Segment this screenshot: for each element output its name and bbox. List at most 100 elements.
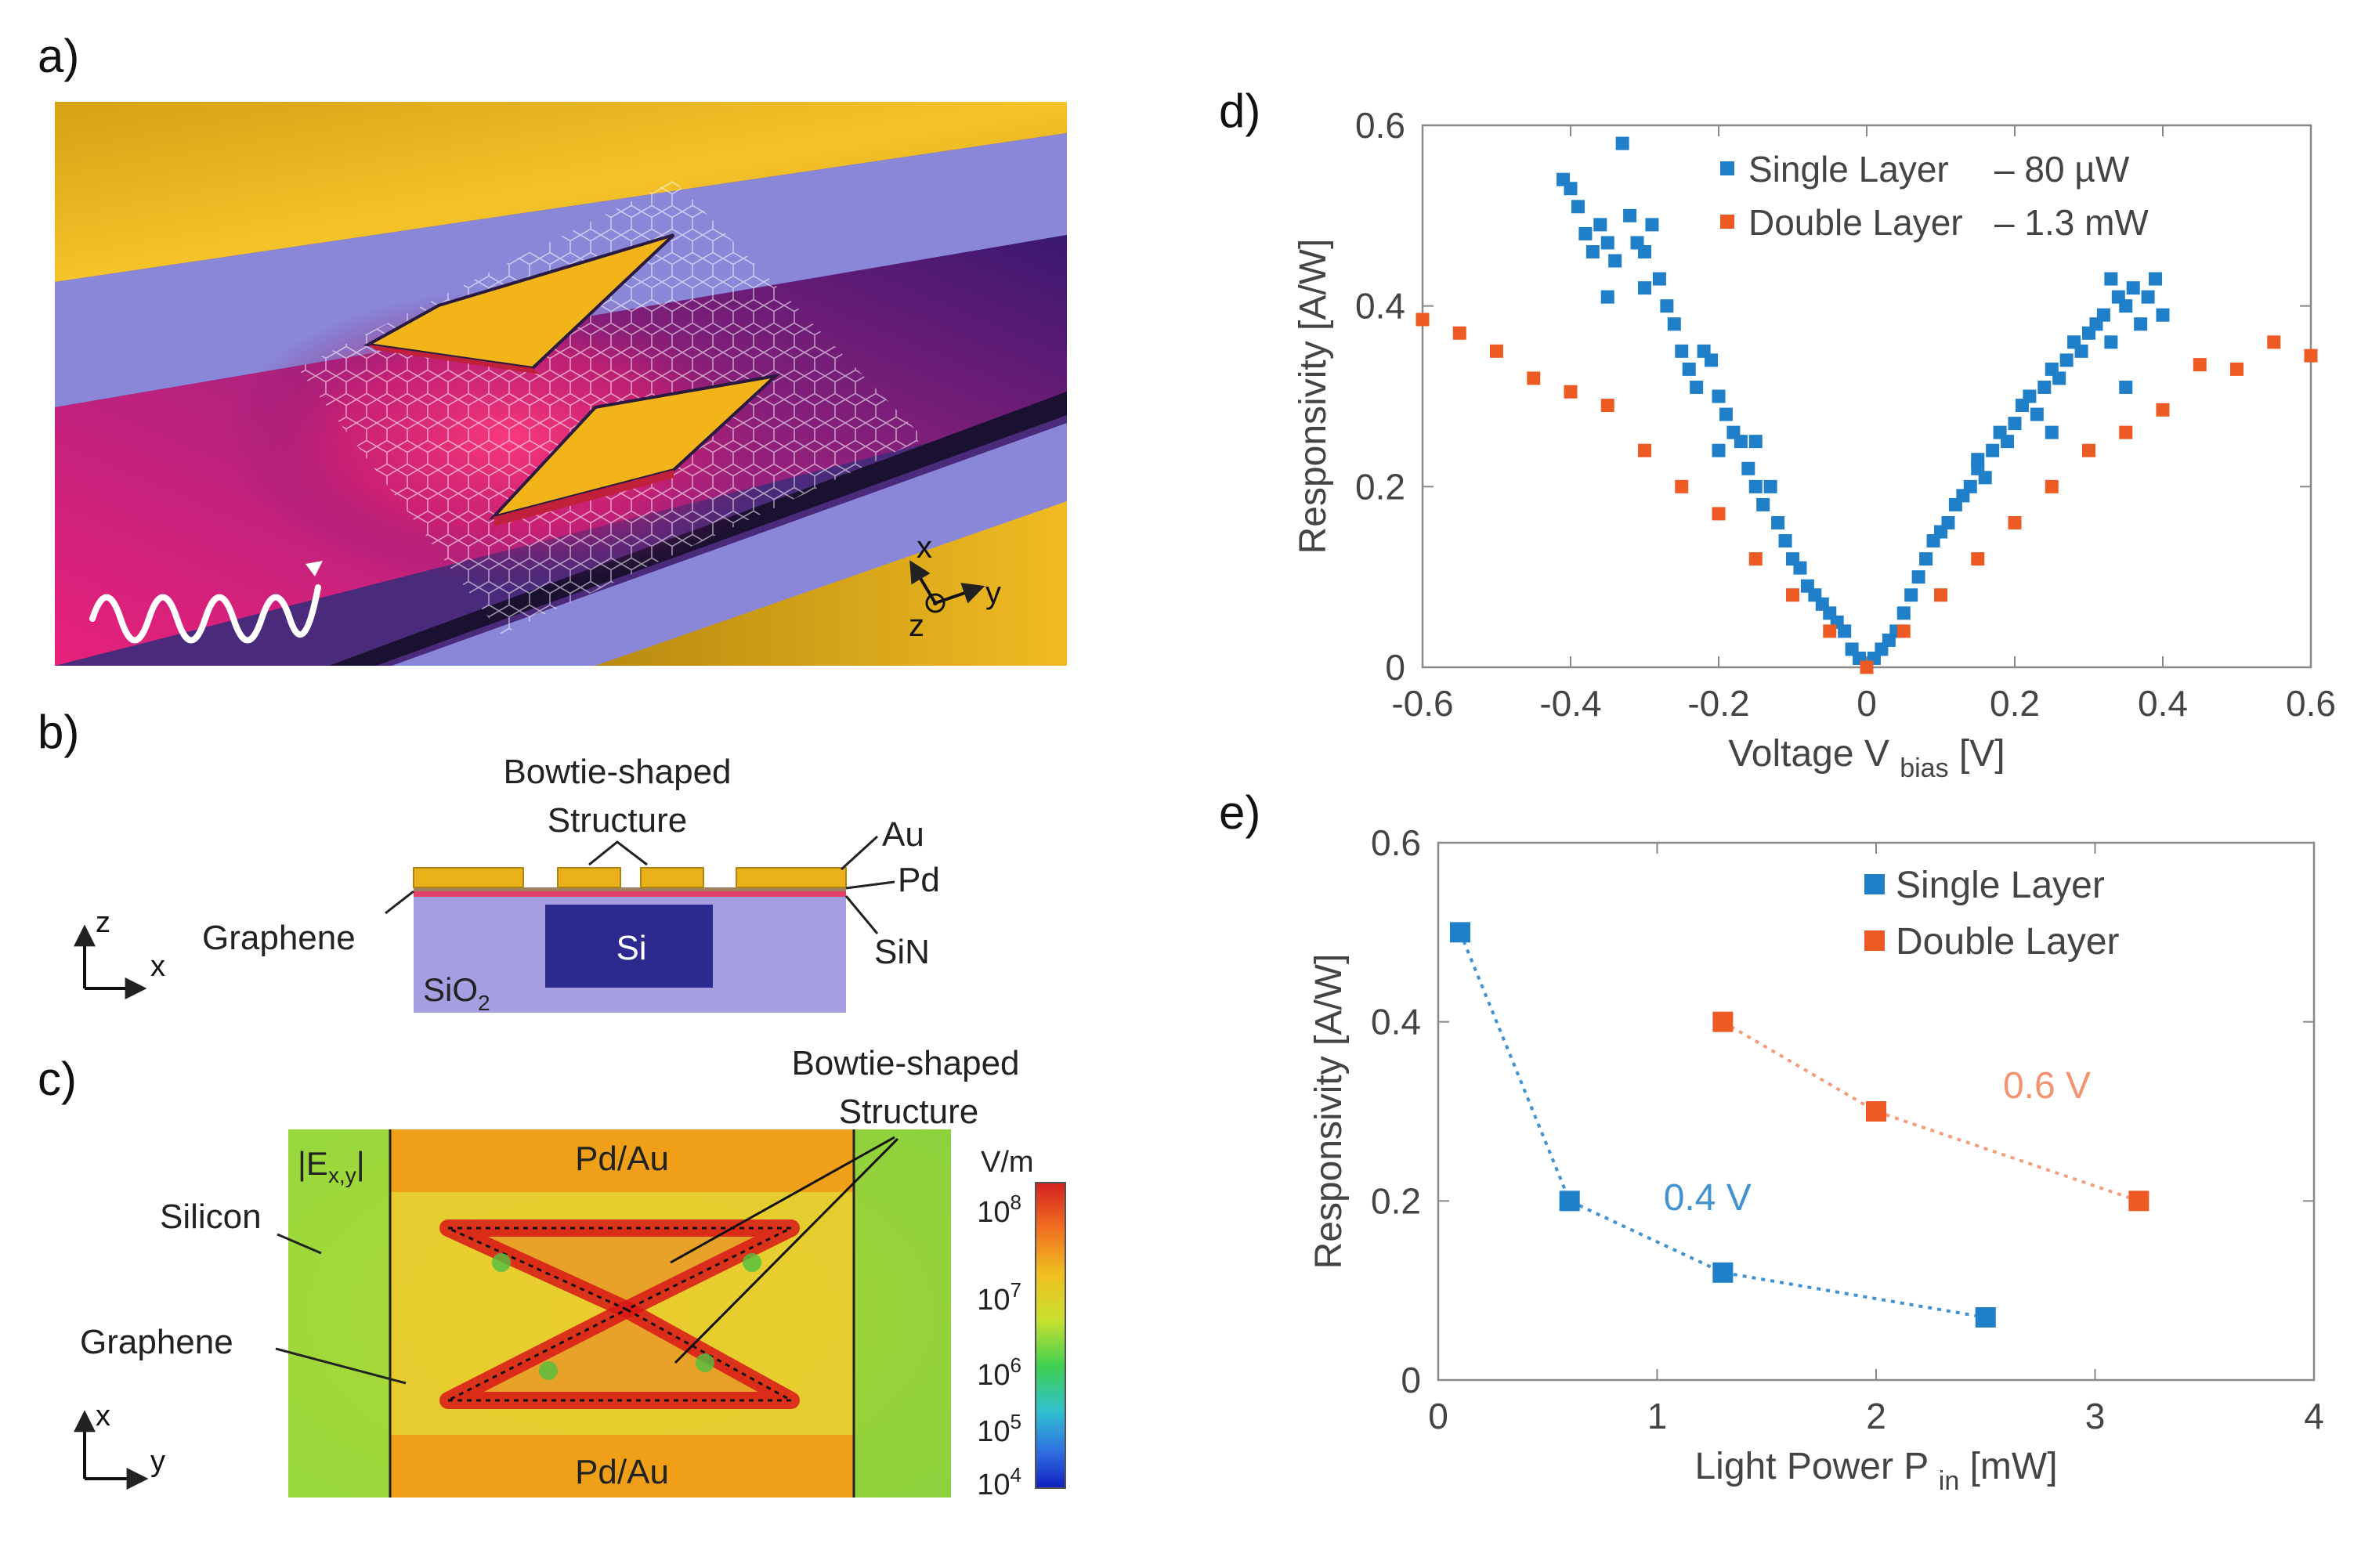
panel-e-label: e) xyxy=(1219,786,1260,839)
double-layer-line xyxy=(1722,1020,2140,1203)
single-layer-point xyxy=(1911,570,1925,584)
axes-indicator-a: x y z xyxy=(909,530,1001,643)
double-layer-point xyxy=(1748,552,1763,566)
single-layer-point xyxy=(1559,1190,1580,1212)
single-layer-point xyxy=(1986,443,2000,457)
single-layer-point xyxy=(1971,453,1985,467)
double-layer-point xyxy=(2267,335,2281,349)
panel-c: c) |Ex,y| Pd/Au Pd/Au Silicon Graphene xyxy=(38,1044,1066,1501)
pd-au-bottom-label: Pd/Au xyxy=(575,1453,669,1491)
x-tick-label: -0.6 xyxy=(1391,683,1453,724)
double-layer-point xyxy=(1896,624,1911,638)
x-axis-label: Light Power P in [mW] xyxy=(1694,1446,2057,1496)
y-tick-label: 0 xyxy=(1385,647,1405,688)
single-layer-point xyxy=(1564,182,1578,196)
chart-e: 0 1 2 3 4 0 0.2 0.4 0.6 Light Power P in [mW] Resp… xyxy=(1308,822,2324,1496)
legend-label-double: Double Layer xyxy=(1748,202,1963,243)
x-tick-label: 0 xyxy=(1428,1396,1448,1436)
legend-suffix-single: – 80 µW xyxy=(1994,149,2130,190)
legend-marker-double xyxy=(1720,215,1734,229)
bowtie-callout-b-line1: Bowtie-shaped xyxy=(503,753,731,791)
double-layer-point xyxy=(1564,385,1578,399)
single-layer-point xyxy=(2119,299,2133,313)
single-layer-point xyxy=(1578,226,1593,240)
bowtie-callout-c-leader-1 xyxy=(670,1136,895,1264)
double-layer-point xyxy=(1823,624,1837,638)
axis-x-label-c: x xyxy=(96,1400,110,1433)
bowtie-callout-c-leader-2 xyxy=(674,1137,899,1364)
single-layer-point xyxy=(2059,353,2074,367)
y-tick-label: 0.2 xyxy=(1355,466,1405,507)
panel-d: d) -0.6 -0.4 -0.2 0 0.2 0.4 0.6 0 0.2 0.4 0.6 Volta… xyxy=(1219,85,2336,783)
double-layer-point xyxy=(1638,443,1651,457)
x-tick-label: 4 xyxy=(2304,1396,2324,1436)
single-layer-point xyxy=(2052,371,2066,385)
pd-au-top-label: Pd/Au xyxy=(575,1140,669,1178)
single-layer-point xyxy=(2001,435,2015,449)
y-tick-label: 0.2 xyxy=(1371,1180,1421,1221)
single-layer-point xyxy=(1963,479,1977,493)
sin-label: SiN xyxy=(874,933,930,971)
single-layer-point xyxy=(1571,200,1585,214)
single-layer-point xyxy=(1608,254,1622,268)
single-layer-point xyxy=(2149,272,2163,286)
single-layer-point xyxy=(1690,380,1704,394)
legend-label-single: Single Layer xyxy=(1896,865,2105,906)
pd-au-bottom-pad xyxy=(390,1435,854,1498)
single-layer-point xyxy=(1593,218,1607,232)
double-layer-point xyxy=(1600,399,1614,413)
x-tick-label: 0.6 xyxy=(2286,683,2336,724)
pd-au-top-pad xyxy=(390,1129,854,1192)
single-layer-point xyxy=(1793,561,1807,575)
single-layer-point xyxy=(2030,407,2044,421)
single-layer-point xyxy=(1941,515,1955,529)
single-layer-point xyxy=(1712,443,1726,457)
panel-b: b) Si SiO2 Bowtie-shaped Structure Au Pd… xyxy=(38,706,940,1015)
single-layer-point xyxy=(1585,244,1600,258)
axis-y-label-c: y xyxy=(150,1445,165,1478)
single-layer-point xyxy=(1615,136,1629,150)
single-layer-point xyxy=(1719,407,1733,421)
x-tick-label: 3 xyxy=(2085,1396,2106,1436)
single-layer-point xyxy=(1978,471,1992,485)
double-layer-point xyxy=(2304,349,2318,363)
chart-d: -0.6 -0.4 -0.2 0 0.2 0.4 0.6 0 0.2 0.4 0.6 Voltage … xyxy=(1293,105,2336,783)
single-layer-point xyxy=(1449,922,1470,943)
au-pad-1 xyxy=(413,867,524,888)
single-layer-line xyxy=(1459,931,1987,1319)
single-layer-point xyxy=(2104,272,2118,286)
single-layer-point xyxy=(1919,552,1933,566)
single-layer-point xyxy=(1652,272,1666,286)
x-tick-label: -0.2 xyxy=(1687,683,1749,724)
y-axis-label: Responsivity [A/W] xyxy=(1293,239,1334,555)
single-layer-point xyxy=(2074,344,2088,358)
pd-label: Pd xyxy=(898,861,940,899)
axis-z-label-b: z xyxy=(96,906,110,939)
double-layer-point xyxy=(1860,660,1874,674)
single-layer-point xyxy=(1756,497,1770,511)
single-layer-point xyxy=(1734,435,1748,449)
single-layer-point xyxy=(1838,624,1852,638)
single-layer-point xyxy=(2008,417,2022,431)
double-layer-point xyxy=(2082,443,2095,457)
bowtie-outline-top xyxy=(447,1227,792,1311)
light-wave-icon xyxy=(89,584,321,644)
single-layer-point xyxy=(1645,218,1659,232)
colorbar-tick-1e7: 107 xyxy=(977,1278,1021,1317)
double-layer-point xyxy=(1971,552,1985,566)
legend-marker-double xyxy=(1864,930,1885,951)
au-pad-2 xyxy=(557,867,621,888)
colorbar: V/m 108 107 106 105 104 xyxy=(977,1146,1066,1501)
double-layer-point xyxy=(1712,1011,1734,1032)
single-layer-point xyxy=(1896,606,1911,620)
legend-label-single: Single Layer xyxy=(1748,149,1949,190)
single-layer-point xyxy=(2119,380,2133,394)
cross-section-diagram: Si SiO2 xyxy=(413,867,847,1015)
sin-layer xyxy=(414,891,846,897)
axes-indicator-b: z x xyxy=(74,906,165,999)
legend-marker-single xyxy=(1720,161,1734,175)
bowtie-callout-c-line2: Structure xyxy=(839,1093,979,1131)
single-layer-point xyxy=(1771,515,1785,529)
panel-c-label: c) xyxy=(38,1053,77,1105)
